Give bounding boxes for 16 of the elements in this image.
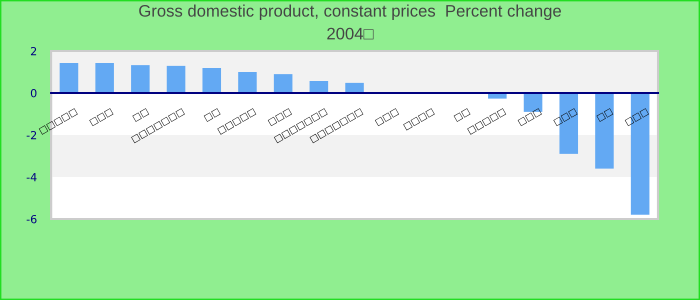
y-tick-label: 2 [30, 46, 36, 56]
bar [595, 93, 614, 169]
bar [310, 81, 328, 93]
y-tick-label: 0 [30, 88, 36, 98]
y-tick-label: -4 [26, 173, 37, 182]
x-tick-label: □□ [596, 108, 614, 122]
chart-title: Gross domestic product, constant prices Percent change 2004□ [139, 4, 561, 40]
bar [131, 65, 150, 93]
bar [60, 62, 78, 93]
y-tick-label: -2 [26, 130, 36, 140]
bar [202, 68, 222, 93]
y-tick-label: -6 [26, 214, 37, 224]
bar [166, 66, 186, 93]
bar [95, 62, 114, 93]
bar [274, 74, 292, 93]
bar [238, 72, 257, 93]
